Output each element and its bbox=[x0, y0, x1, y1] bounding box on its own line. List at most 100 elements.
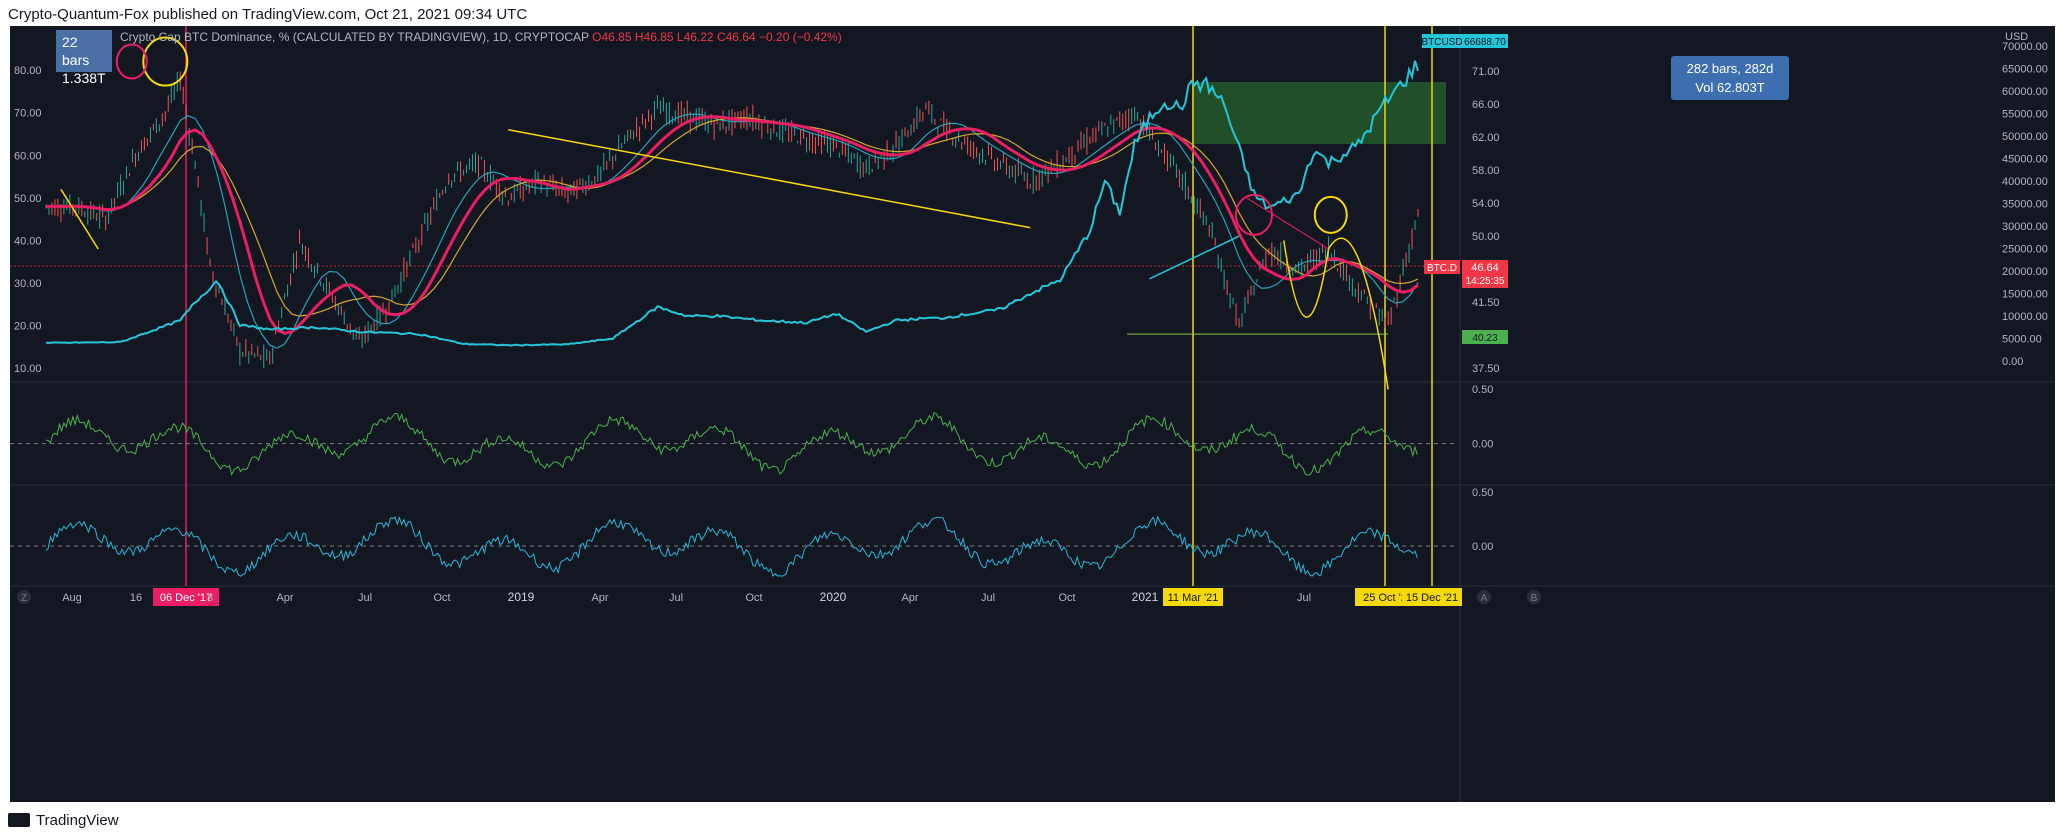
x-axis-tick-label: Aug bbox=[62, 592, 82, 604]
projection-line bbox=[1246, 197, 1329, 250]
target-zone-box bbox=[1192, 82, 1446, 144]
corner-button bbox=[17, 590, 31, 604]
right-axis-usd-tick-label: 30000.00 bbox=[2002, 221, 2048, 233]
right-axis-usd-tick-label: 60000.00 bbox=[2002, 86, 2048, 98]
circle-annotation bbox=[1234, 193, 1273, 236]
x-axis-tick-label: 2021 bbox=[1132, 590, 1159, 604]
x-axis-tick-label: Jul bbox=[358, 592, 372, 604]
oscillator-1-tick-label: 0.50 bbox=[1472, 384, 1493, 396]
corner-button-label: A bbox=[1481, 593, 1488, 604]
x-axis-tick-label: Jul bbox=[981, 592, 995, 604]
left-axis-tick-label: 40.00 bbox=[14, 235, 42, 247]
oscillator-2-tick-label: 0.00 bbox=[1472, 541, 1493, 553]
right-axis-usd-tick-label: 40000.00 bbox=[2002, 176, 2048, 188]
footer-brand[interactable]: TradingView bbox=[8, 808, 119, 832]
corner-button-label: Z bbox=[21, 593, 27, 604]
x-axis-tick-label: Apr bbox=[276, 592, 293, 604]
btcd-label: BTC.D bbox=[1427, 263, 1457, 274]
legend-symbol[interactable]: Crypto Cap BTC Dominance, % (CALCULATED … bbox=[120, 30, 589, 44]
right-axis-dom-tick-label: 71.00 bbox=[1472, 66, 1500, 78]
oscillator-1-tick-label: 0.00 bbox=[1472, 439, 1493, 451]
x-axis-date-tag: 11 Mar '21 bbox=[1168, 592, 1219, 604]
right-axis-usd-tick-label: 0.00 bbox=[2002, 356, 2023, 368]
date-tag-bg bbox=[1163, 588, 1223, 606]
chart-svg[interactable]: 80.0070.0060.0050.0040.0030.0020.0010.00… bbox=[10, 26, 2055, 802]
x-axis-tick-label: 2019 bbox=[508, 590, 535, 604]
oscillator-2-tick-label: 0.50 bbox=[1472, 487, 1493, 499]
right-axis-usd-tick-label: 5000.00 bbox=[2002, 334, 2042, 346]
date-tag-bg bbox=[153, 588, 219, 606]
circle-annotation bbox=[1313, 195, 1348, 234]
left-axis-tick-label: 30.00 bbox=[14, 278, 42, 290]
early-trendline bbox=[60, 188, 99, 250]
circle-annotation bbox=[115, 43, 148, 80]
btcd-countdown: 14:25:35 bbox=[1466, 276, 1505, 287]
btcd-value-tag: 46.64 bbox=[1471, 262, 1499, 274]
corner-button bbox=[1527, 590, 1541, 604]
tradingview-logo-icon bbox=[8, 813, 30, 827]
chart-frame[interactable]: 80.00 70.00 60.00 50.00 40.00 30.00 20.00 10.00… bbox=[10, 26, 2055, 802]
btcusd-value-tag: 66688.70 bbox=[1464, 37, 1506, 48]
publisher-line: Crypto-Quantum-Fox published on TradingV… bbox=[8, 6, 528, 23]
right-axis-dom-tick-label: 66.00 bbox=[1472, 99, 1500, 111]
right-axis-usd-tick-label: 35000.00 bbox=[2002, 199, 2048, 211]
left-axis-tick-label: 10.00 bbox=[14, 363, 42, 375]
descending-trendline bbox=[508, 128, 1031, 229]
legend-low: L46.22 bbox=[676, 30, 714, 44]
x-axis-tick-label: Oct bbox=[1058, 592, 1075, 604]
measure-badge: 22 bars 1.338T bbox=[56, 30, 112, 86]
legend-change: −0.20 (−0.42%) bbox=[759, 30, 842, 44]
corner-button-label: B bbox=[1531, 593, 1538, 604]
x-axis-tick-label: Jul bbox=[669, 592, 683, 604]
right-axis-dom-tick-label: 41.50 bbox=[1472, 297, 1500, 309]
right-axis-usd-tick-label: 65000.00 bbox=[2002, 64, 2048, 76]
circle-annotation bbox=[142, 36, 189, 87]
x-axis-date-tag: 15 Dec '21 bbox=[1406, 592, 1458, 604]
support-value-tag: 40.23 bbox=[1472, 333, 1497, 344]
date-tag-bg bbox=[1355, 588, 1415, 606]
ma-pink-line bbox=[46, 115, 1419, 335]
right-axis-usd-tick-label: 25000.00 bbox=[2002, 244, 2048, 256]
x-axis-tick-label: Jul bbox=[1297, 592, 1311, 604]
btcusd-line bbox=[45, 60, 1419, 347]
right-axis-usd-tick-label: 20000.00 bbox=[2002, 266, 2048, 278]
measure-line-1: 282 bars, 282d bbox=[1686, 61, 1774, 76]
ma-teal-line bbox=[46, 113, 1419, 349]
x-axis-date-tag: 06 Dec '17 bbox=[160, 592, 212, 604]
btcusd-label-bg bbox=[1422, 34, 1462, 48]
projection-curve bbox=[1283, 237, 1389, 390]
badge-line-1: 22 bars bbox=[62, 34, 90, 68]
usd-unit-label: USD bbox=[2005, 31, 2028, 43]
left-axis-tick-label: 60.00 bbox=[14, 150, 42, 162]
right-axis-usd-tick-label: 50000.00 bbox=[2002, 131, 2048, 143]
left-axis-tick-label: 80.00 bbox=[14, 65, 42, 77]
right-axis-usd-tick-label: 55000.00 bbox=[2002, 109, 2048, 121]
legend-high: H46.85 bbox=[634, 30, 674, 44]
legend-row: Crypto Cap BTC Dominance, % (CALCULATED … bbox=[120, 30, 842, 44]
x-axis-tick-label: 16 bbox=[130, 592, 142, 604]
btcd-value-bg bbox=[1462, 260, 1508, 288]
oscillator-1-line bbox=[45, 412, 1418, 476]
btcusd-label: BTCUSD bbox=[1421, 37, 1462, 48]
right-axis-usd-tick-label: 15000.00 bbox=[2002, 289, 2048, 301]
btcusd-value-bg bbox=[1462, 34, 1508, 48]
x-axis-date-tag: 25 Oct '2 bbox=[1363, 592, 1407, 604]
right-axis-dom-tick-label: 58.00 bbox=[1472, 165, 1500, 177]
corner-button bbox=[1477, 590, 1491, 604]
legend-open: O46.85 bbox=[592, 30, 632, 44]
x-axis-tick-label: 2020 bbox=[820, 590, 847, 604]
measure-line-2: Vol 62.803T bbox=[1695, 80, 1765, 95]
right-axis-dom-tick-label: 62.00 bbox=[1472, 132, 1500, 144]
right-axis-dom-tick-label: 54.00 bbox=[1472, 198, 1500, 210]
rising-trendline bbox=[1149, 235, 1240, 280]
footer-brand-label: TradingView bbox=[36, 811, 119, 829]
range-measure-label: 282 bars, 282d Vol 62.803T bbox=[1671, 56, 1789, 100]
left-axis-tick-label: 50.00 bbox=[14, 193, 42, 205]
right-axis-usd-tick-label: 45000.00 bbox=[2002, 154, 2048, 166]
support-value-bg bbox=[1462, 330, 1508, 344]
legend-close: C46.64 bbox=[716, 30, 756, 44]
date-tag-bg bbox=[1402, 588, 1462, 606]
x-axis-tick-label: Oct bbox=[745, 592, 762, 604]
x-axis-tick-label: Apr bbox=[901, 592, 918, 604]
x-axis-tick-label: Apr bbox=[591, 592, 608, 604]
